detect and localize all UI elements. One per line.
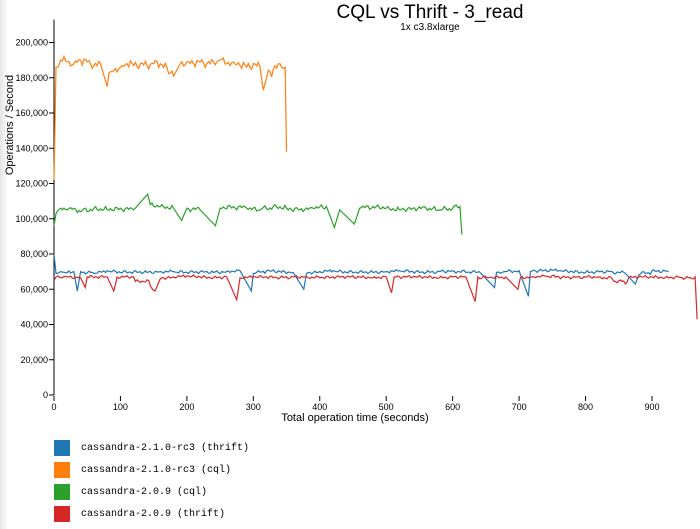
- legend-item: cassandra-2.1.0-rc3 (thrift): [54, 440, 249, 456]
- x-tick-label: 100: [113, 402, 128, 412]
- series-line-0: [53, 253, 669, 297]
- legend-item: cassandra-2.1.0-rc3 (cql): [54, 462, 231, 478]
- legend-swatch: [54, 440, 70, 456]
- x-tick-label: 900: [644, 402, 659, 412]
- legend-swatch: [54, 506, 70, 522]
- legend-label: cassandra-2.0.9 (cql): [81, 486, 208, 498]
- y-tick-label: 140,000: [15, 143, 48, 153]
- x-tick-label: 500: [379, 402, 394, 412]
- y-tick-label: 120,000: [15, 179, 48, 189]
- legend-item: cassandra-2.0.9 (thrift): [54, 506, 225, 522]
- x-tick-label: 300: [246, 402, 261, 412]
- y-tick-label: 80,000: [20, 249, 48, 259]
- legend-label: cassandra-2.1.0-rc3 (cql): [81, 464, 232, 476]
- x-tick-label: 800: [578, 402, 593, 412]
- y-axis-label: Operations / Second: [4, 75, 16, 175]
- chart-subtitle: 1x c3.8xlarge: [400, 22, 460, 33]
- x-axis-label: Total operation time (seconds): [281, 412, 428, 424]
- y-tick-label: 180,000: [15, 73, 48, 83]
- x-tick-label: 600: [445, 402, 460, 412]
- x-tick-label: 400: [312, 402, 327, 412]
- chart-title: CQL vs Thrift - 3_read: [336, 2, 524, 23]
- legend-swatch: [54, 484, 70, 500]
- y-tick-label: 100,000: [15, 214, 48, 224]
- series-line-1: [53, 54, 288, 181]
- legend-label: cassandra-2.1.0-rc3 (thrift): [81, 442, 250, 454]
- series-line-3: [53, 274, 698, 320]
- legend-label: cassandra-2.0.9 (thrift): [81, 508, 226, 520]
- y-tick-label: 60,000: [20, 284, 48, 294]
- y-tick-label: 20,000: [20, 355, 48, 365]
- y-tick-label: 40,000: [20, 320, 48, 330]
- series-line-2: [53, 192, 463, 235]
- x-tick-label: 200: [179, 402, 194, 412]
- y-tick-label: 0: [43, 390, 48, 400]
- window-edge-shadow: [0, 0, 8, 529]
- y-tick-label: 160,000: [15, 108, 48, 118]
- y-tick-label: 200,000: [15, 38, 48, 48]
- x-tick-label: 0: [51, 402, 56, 412]
- legend-swatch: [54, 462, 70, 478]
- legend-item: cassandra-2.0.9 (cql): [54, 484, 207, 500]
- x-tick-label: 700: [512, 402, 527, 412]
